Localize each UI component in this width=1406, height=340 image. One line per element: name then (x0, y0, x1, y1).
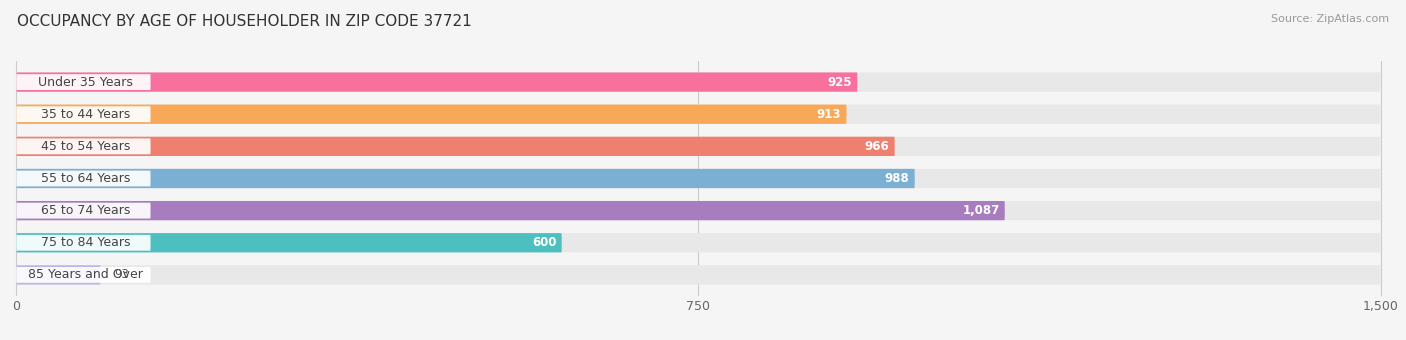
Text: 35 to 44 Years: 35 to 44 Years (41, 108, 129, 121)
FancyBboxPatch shape (17, 265, 100, 285)
FancyBboxPatch shape (17, 169, 1381, 188)
Text: 966: 966 (865, 140, 890, 153)
Text: 93: 93 (114, 268, 129, 282)
FancyBboxPatch shape (17, 138, 150, 154)
Text: 600: 600 (531, 236, 557, 249)
FancyBboxPatch shape (17, 169, 915, 188)
FancyBboxPatch shape (17, 265, 1381, 285)
FancyBboxPatch shape (17, 74, 150, 90)
FancyBboxPatch shape (17, 201, 1381, 220)
Text: 925: 925 (828, 75, 852, 89)
FancyBboxPatch shape (17, 72, 858, 92)
FancyBboxPatch shape (17, 235, 150, 251)
Text: 75 to 84 Years: 75 to 84 Years (41, 236, 129, 249)
FancyBboxPatch shape (17, 203, 150, 219)
Text: 913: 913 (817, 108, 841, 121)
FancyBboxPatch shape (17, 201, 1005, 220)
Text: 988: 988 (884, 172, 910, 185)
Text: 1,087: 1,087 (962, 204, 1000, 217)
Text: 85 Years and Over: 85 Years and Over (28, 268, 142, 282)
Text: Under 35 Years: Under 35 Years (38, 75, 132, 89)
FancyBboxPatch shape (17, 72, 1381, 92)
FancyBboxPatch shape (17, 106, 150, 122)
FancyBboxPatch shape (17, 105, 1381, 124)
Text: 55 to 64 Years: 55 to 64 Years (41, 172, 129, 185)
FancyBboxPatch shape (17, 137, 894, 156)
FancyBboxPatch shape (17, 267, 150, 283)
Text: Source: ZipAtlas.com: Source: ZipAtlas.com (1271, 14, 1389, 23)
FancyBboxPatch shape (17, 233, 1381, 252)
FancyBboxPatch shape (17, 137, 1381, 156)
FancyBboxPatch shape (17, 105, 846, 124)
Text: 45 to 54 Years: 45 to 54 Years (41, 140, 129, 153)
FancyBboxPatch shape (17, 171, 150, 186)
FancyBboxPatch shape (17, 233, 562, 252)
Text: 65 to 74 Years: 65 to 74 Years (41, 204, 129, 217)
Text: OCCUPANCY BY AGE OF HOUSEHOLDER IN ZIP CODE 37721: OCCUPANCY BY AGE OF HOUSEHOLDER IN ZIP C… (17, 14, 471, 29)
